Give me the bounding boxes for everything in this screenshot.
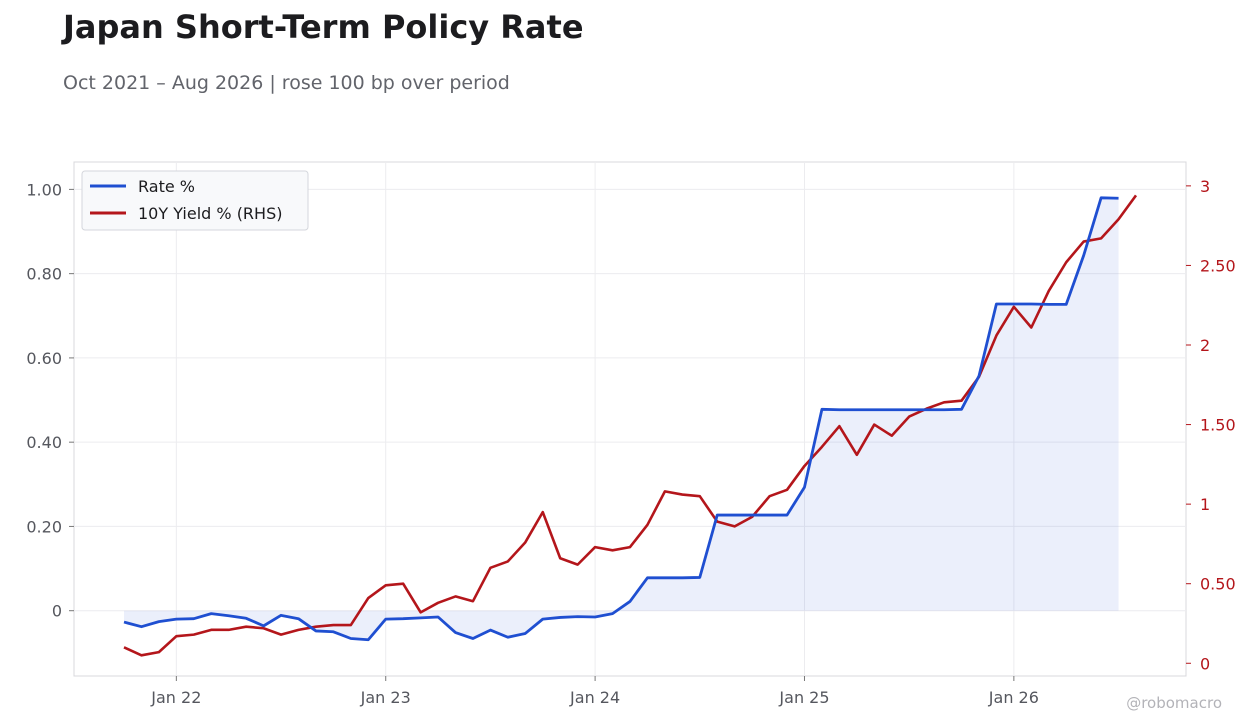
right-tick-label: 3 [1200,177,1210,196]
rate-area-fill [124,197,1119,640]
right-axis: 0 0.50 1 1.50 2 2.50 3 [1186,177,1236,673]
legend-box [81,170,309,231]
series-line-rate [123,196,1119,642]
right-tick-label: 1.50 [1200,416,1236,435]
legend-label-rate: Rate % [138,177,195,196]
left-tick-label: 0 [52,602,62,621]
legend-label-yield: 10Y Yield % (RHS) [138,204,282,223]
series-layer [123,194,1138,657]
left-tick-label: 0.80 [26,265,62,284]
x-tick-label: Jan 22 [150,688,201,707]
x-axis: Jan 22 Jan 23 Jan 24 Jan 25 Jan 26 [150,676,1039,707]
left-tick-label: 1.00 [26,180,62,199]
chart-subtitle: Oct 2021 – Aug 2026 | rose 100 bp over p… [63,72,510,94]
x-tick-label: Jan 25 [778,688,829,707]
left-tick-label: 0.40 [26,433,62,452]
left-tick-label: 0.60 [26,349,62,368]
right-tick-label: 2 [1200,336,1210,355]
x-tick-label: Jan 26 [988,688,1039,707]
right-tick-label: 2.50 [1200,256,1236,275]
left-axis: 0 0.20 0.40 0.60 0.80 1.00 [26,180,74,621]
watermark: @robomacro [1126,694,1222,712]
right-tick-label: 1 [1200,495,1210,514]
x-tick-label: Jan 24 [569,688,620,707]
chart-title: Japan Short-Term Policy Rate [63,8,584,46]
left-tick-label: 0.20 [26,517,62,536]
grid-lines [74,162,1186,676]
plot-area [73,161,1187,677]
legend: Rate % 10Y Yield % (RHS) [81,170,309,231]
right-tick-label: 0.50 [1200,575,1236,594]
right-tick-label: 0 [1200,654,1210,673]
x-tick-label: Jan 23 [360,688,411,707]
series-line-10y-yield [123,194,1138,657]
